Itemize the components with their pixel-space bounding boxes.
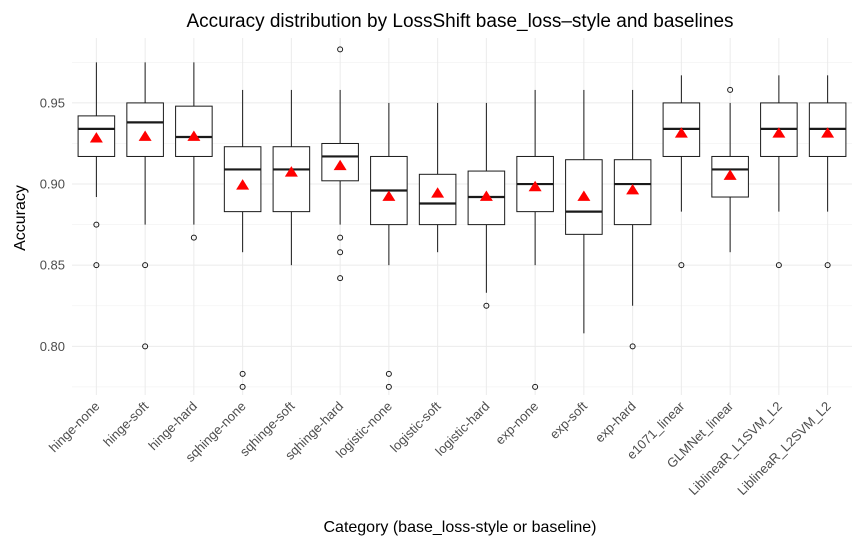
outlier-point (93, 221, 100, 228)
box-LiblineaR_L1SVM_L2 (760, 75, 798, 269)
y-axis-title: Accuracy (12, 185, 29, 251)
box-e1071_linear (662, 75, 701, 269)
box-series (77, 46, 847, 390)
mean-marker (772, 127, 786, 138)
outlier-point (142, 343, 149, 350)
box-logistic-soft (418, 102, 457, 253)
mean-marker (674, 127, 688, 138)
box-exp-hard (613, 89, 652, 350)
x-axis-ticks: hinge-nonehinge-softhinge-hardsqhinge-no… (46, 398, 834, 498)
box-hinge-none (77, 62, 116, 269)
y-tick-label: 0.95 (40, 95, 65, 110)
x-tick-label: hinge-soft (100, 398, 151, 449)
chart-title: Accuracy distribution by LossShift base_… (186, 11, 733, 32)
box-iqr (272, 146, 311, 213)
mean-marker (723, 169, 737, 180)
outlier-point (678, 262, 685, 269)
box-logistic-hard (467, 102, 506, 309)
x-tick-label: hinge-none (46, 399, 103, 456)
mean-marker (431, 187, 445, 198)
outlier-point (337, 46, 344, 53)
outlier-point (727, 86, 734, 93)
outlier-point (532, 383, 539, 390)
outlier-point (239, 370, 246, 377)
box-logistic-none (370, 102, 408, 390)
box-hinge-soft (126, 62, 164, 350)
x-tick-label: exp-hard (592, 399, 639, 446)
grid-lines (72, 38, 852, 395)
outlier-point (775, 262, 782, 269)
box-GLMNet_linear (711, 86, 749, 253)
box-sqhinge-none (223, 89, 262, 390)
outlier-point (93, 262, 100, 269)
box-exp-none (516, 89, 554, 390)
mean-marker (236, 179, 250, 190)
mean-marker (479, 190, 493, 201)
mean-marker (284, 166, 298, 177)
box-hinge-hard (175, 62, 213, 241)
outlier-point (385, 383, 392, 390)
outlier-point (483, 302, 490, 309)
x-tick-label: LiblineaR_L1SVM_L2 (685, 399, 785, 499)
mean-marker (382, 190, 396, 201)
x-tick-label: exp-soft (547, 398, 591, 442)
y-tick-label: 0.85 (40, 258, 65, 273)
x-axis-title: Category (base_loss-style or baseline) (323, 519, 596, 536)
box-exp-soft (565, 89, 603, 334)
outlier-point (337, 234, 344, 241)
outlier-point (385, 370, 392, 377)
mean-marker (528, 180, 542, 192)
x-tick-label: exp-none (492, 399, 541, 448)
mean-marker (821, 127, 835, 138)
outlier-point (337, 275, 344, 282)
mean-marker (333, 159, 347, 171)
box-LiblineaR_L2SVM_L2 (808, 75, 847, 269)
outlier-point (190, 234, 197, 241)
x-tick-label: LiblineaR_L2SVM_L2 (734, 399, 834, 499)
box-sqhinge-soft (272, 89, 311, 266)
outlier-point (239, 383, 246, 390)
box-iqr (418, 173, 457, 226)
outlier-point (142, 262, 149, 269)
outlier-point (629, 343, 636, 350)
mean-marker (89, 132, 103, 143)
y-axis-ticks: 0.80 0.85 0.90 0.95 (40, 95, 65, 353)
outlier-point (337, 249, 344, 256)
mean-marker (187, 130, 201, 141)
box-sqhinge-hard (321, 46, 359, 282)
y-tick-label: 0.90 (40, 177, 65, 192)
mean-marker (626, 184, 640, 195)
y-tick-label: 0.80 (40, 339, 65, 354)
box-iqr (126, 102, 164, 157)
mean-marker (577, 190, 591, 201)
outlier-point (824, 262, 831, 269)
mean-marker (138, 130, 152, 141)
